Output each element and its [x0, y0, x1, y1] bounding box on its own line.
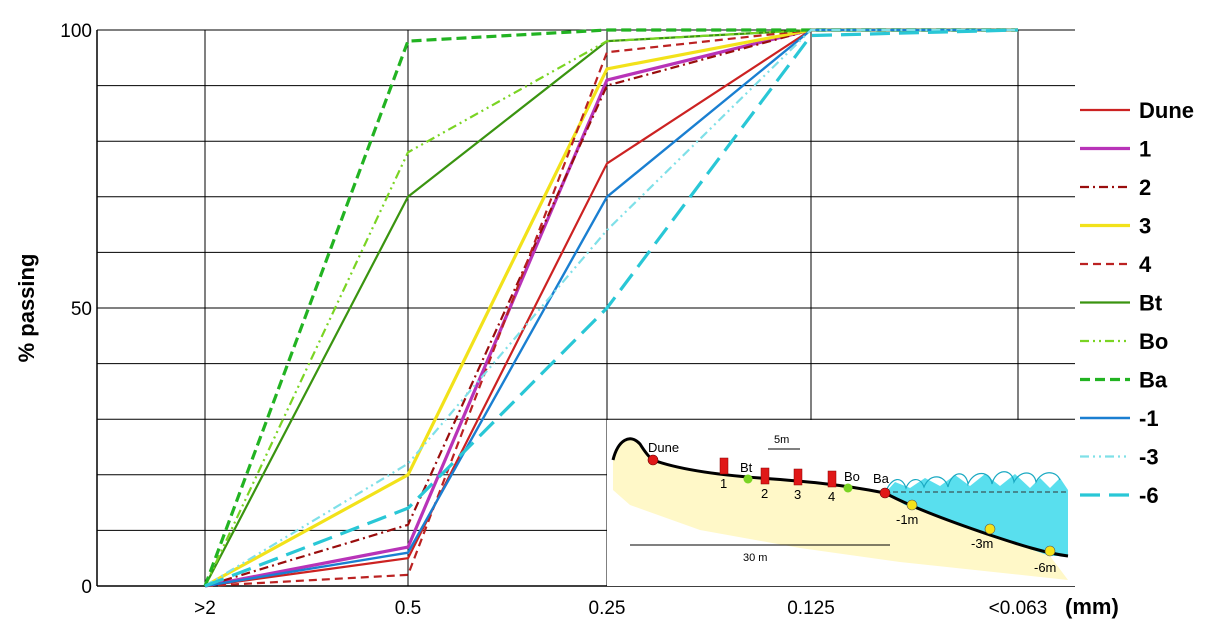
- dune-label: Dune: [648, 440, 679, 455]
- y-axis-label: % passing: [14, 254, 39, 363]
- beach-profile-inset: Dune 1 Bt 2 3 4 Bo Ba -1m -3m -6m 5m 30 …: [607, 420, 1080, 586]
- legend-label: Bt: [1139, 291, 1163, 316]
- sample-marker-3: [793, 468, 803, 486]
- sample-label-3: 3: [794, 487, 801, 502]
- legend-label: Dune: [1139, 98, 1194, 123]
- legend-label: Bo: [1139, 329, 1168, 354]
- x-tick-label: 0.5: [395, 598, 421, 619]
- bt-label: Bt: [740, 460, 753, 475]
- legend: Dune 1 2 3 4 Bt Bo Ba -1 -3 -6: [1080, 98, 1194, 508]
- legend-label: Ba: [1139, 368, 1168, 393]
- scale-large-label: 30 m: [743, 552, 767, 564]
- wave-outline: [884, 471, 1061, 494]
- sample-marker-4: [827, 470, 837, 488]
- bt-point: [743, 474, 753, 484]
- axis-layer: 0 50 100 >2 0.5 0.25 0.125 <0.063: [60, 21, 1047, 619]
- water: [885, 474, 1068, 556]
- legend-label: -1: [1139, 406, 1159, 431]
- sample-label-2: 2: [761, 486, 768, 501]
- legend-label: 4: [1139, 252, 1152, 277]
- m3-point: [984, 523, 996, 535]
- series-line-minus6: [204, 28, 1019, 588]
- ba-point: [879, 487, 891, 499]
- sample-marker-2: [760, 467, 770, 485]
- y-tick-label: 100: [60, 21, 92, 42]
- m1-point: [906, 499, 918, 511]
- bo-point: [843, 483, 853, 493]
- legend-label: -3: [1139, 445, 1159, 470]
- x-tick-label: <0.063: [989, 598, 1048, 619]
- x-tick-label: >2: [194, 598, 216, 619]
- x-axis-unit: (mm): [1065, 594, 1119, 619]
- x-tick-label: 0.125: [787, 598, 835, 619]
- legend-label: -6: [1139, 483, 1159, 508]
- dune-point: [647, 454, 659, 466]
- x-tick-label: 0.25: [589, 598, 626, 619]
- m6-label: -6m: [1034, 560, 1056, 575]
- m6-point: [1044, 545, 1056, 557]
- legend-label: 1: [1139, 137, 1151, 162]
- bo-label: Bo: [844, 469, 860, 484]
- m3-label: -3m: [971, 536, 993, 551]
- sand-body: [613, 438, 1068, 580]
- profile-line: [611, 437, 1069, 558]
- m1-label: -1m: [896, 512, 918, 527]
- series-line-minus3: [204, 28, 1018, 587]
- y-tick-label: 50: [71, 299, 92, 320]
- sample-label-1: 1: [720, 476, 727, 491]
- ba-label: Ba: [873, 471, 890, 486]
- legend-label: 2: [1139, 175, 1151, 200]
- series-line-minus1: [204, 28, 1018, 588]
- series-line-4: [204, 28, 1018, 588]
- legend-label: 3: [1139, 214, 1151, 239]
- scale-small-label: 5m: [774, 434, 789, 446]
- sample-label-4: 4: [828, 489, 835, 504]
- y-tick-label: 0: [81, 577, 92, 598]
- series-layer: [203, 28, 1019, 588]
- sample-marker-1: [719, 457, 729, 475]
